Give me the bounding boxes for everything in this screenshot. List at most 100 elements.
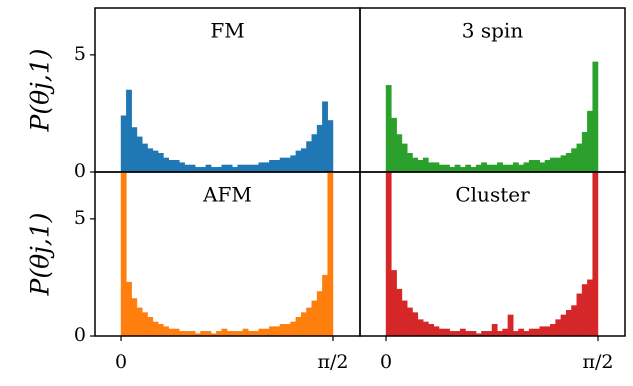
bar [285, 157, 291, 172]
bar [592, 172, 599, 336]
bar [502, 164, 509, 172]
bar [258, 162, 265, 172]
bar [406, 153, 413, 172]
bar [491, 164, 498, 172]
bar [396, 134, 403, 172]
bar [131, 127, 138, 172]
bar [120, 115, 127, 172]
bar [269, 326, 275, 336]
bar [385, 172, 392, 336]
bar [274, 160, 281, 172]
bar [316, 124, 323, 172]
bar [311, 134, 318, 172]
bar [587, 110, 593, 172]
bar [560, 155, 567, 172]
bar [295, 150, 302, 172]
bar [486, 164, 493, 172]
bar [428, 162, 434, 172]
bar [565, 309, 572, 336]
bar [263, 328, 270, 336]
bar [242, 328, 249, 336]
bar [184, 164, 191, 172]
bar [126, 89, 132, 172]
bar [571, 305, 578, 336]
bar [528, 328, 535, 336]
bar [391, 270, 397, 336]
bar [438, 328, 445, 336]
bar [263, 162, 270, 172]
bar [581, 284, 588, 336]
bar [274, 326, 281, 336]
panel [120, 89, 334, 172]
panel-title: AFM [202, 183, 252, 207]
bar [141, 143, 148, 172]
x-tick-label: π/2 [317, 351, 348, 373]
bar [163, 157, 169, 172]
bar [247, 164, 254, 172]
bar [327, 172, 334, 336]
y-tick-label: 5 [74, 207, 86, 229]
bar [555, 157, 562, 172]
y-tick-label: 0 [74, 324, 86, 346]
x-tick-label: 0 [115, 351, 127, 373]
bar [512, 162, 519, 172]
bar [528, 160, 535, 172]
x-tick-label: 0 [380, 351, 392, 373]
bar [316, 291, 323, 336]
bar [428, 324, 434, 336]
bar [581, 131, 588, 172]
bar [242, 164, 249, 172]
bar [539, 326, 546, 336]
bar [290, 321, 297, 336]
bar [560, 314, 567, 336]
bar [444, 328, 450, 336]
bar [433, 326, 440, 336]
bar [327, 120, 334, 172]
bar [136, 136, 143, 172]
bar [385, 85, 392, 172]
bar [226, 164, 233, 172]
bar [401, 143, 408, 172]
bar [173, 160, 180, 172]
y-axis-label: P(θj,1) [26, 213, 55, 297]
bar [285, 324, 291, 336]
bar [454, 164, 461, 172]
bar [475, 164, 482, 172]
bar [322, 274, 328, 336]
bar [422, 157, 429, 172]
bar [502, 328, 509, 336]
panel-title: 3 spin [462, 19, 524, 43]
bar [221, 164, 228, 172]
bar [322, 101, 328, 172]
bar [592, 61, 599, 172]
bar [518, 164, 525, 172]
bar [406, 307, 413, 336]
bar [391, 117, 397, 172]
bar [157, 324, 164, 336]
bar [141, 312, 148, 336]
y-axis-label: P(θj,1) [26, 49, 55, 133]
bar [300, 312, 307, 336]
bar [152, 150, 159, 172]
bar [534, 160, 540, 172]
y-tick-label: 5 [74, 43, 86, 65]
bar [491, 324, 498, 336]
bar [587, 279, 593, 336]
bar [544, 326, 551, 336]
bar [444, 164, 450, 172]
bar [311, 300, 318, 336]
panel-title: Cluster [455, 183, 530, 207]
bar [412, 157, 419, 172]
bar [131, 298, 138, 336]
bar [465, 164, 472, 172]
bar [258, 328, 265, 336]
bar [550, 324, 556, 336]
bar [433, 162, 440, 172]
bar [306, 141, 313, 172]
panel-title: FM [210, 19, 244, 43]
bar [422, 321, 429, 336]
bar [417, 160, 424, 172]
bar [565, 153, 572, 172]
bar [412, 312, 419, 336]
